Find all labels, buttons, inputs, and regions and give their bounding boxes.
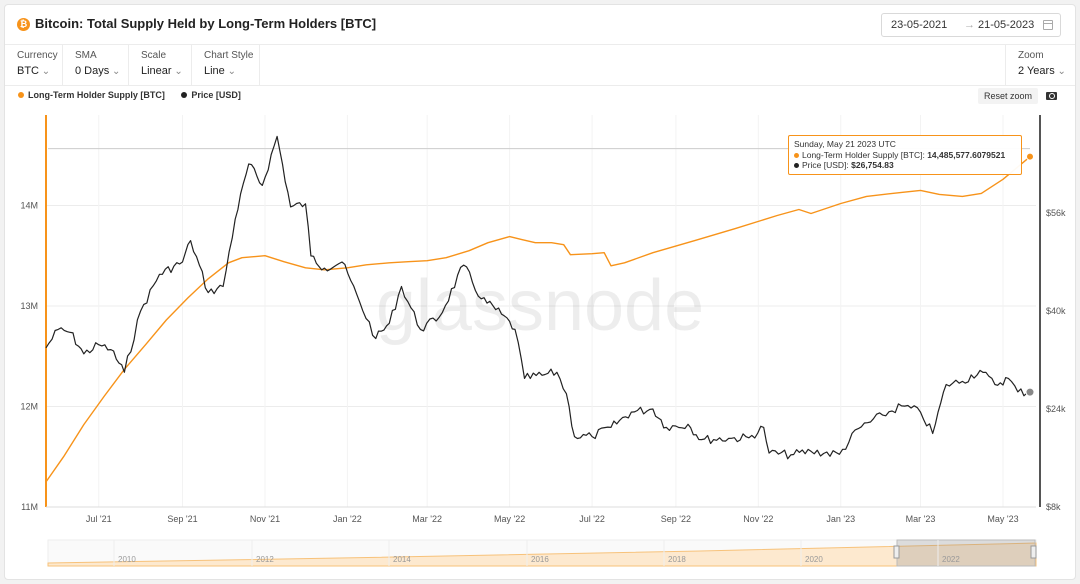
marker-price	[1025, 387, 1035, 397]
legend-dot-lth	[18, 92, 24, 98]
date-start[interactable]: 23-05-2021	[891, 19, 948, 31]
tooltip-lth-value: 14,485,577.6079521	[927, 149, 1006, 160]
x-axis-tick: Sep '21	[167, 514, 197, 524]
x-axis-tick: Nov '21	[250, 514, 280, 524]
series-group	[45, 135, 1035, 483]
tooltip-date: Sunday, May 21 2023 UTC	[794, 139, 896, 149]
x-axis-tick: Jul '21	[86, 514, 112, 524]
date-end[interactable]: 21-05-2023	[978, 19, 1035, 31]
x-axis-tick: Nov '22	[743, 514, 773, 524]
zoom-value[interactable]: 2 Years	[1018, 65, 1075, 77]
navigator-tick: 2012	[256, 555, 274, 564]
sma-label: SMA	[75, 50, 97, 61]
tooltip-dot-lth	[794, 152, 799, 158]
right-axis-tick: $24k	[1046, 404, 1066, 414]
legend-label-price: Price [USD]	[191, 90, 241, 100]
sma-value[interactable]: 0 Days	[75, 65, 128, 77]
grid-lines	[46, 115, 1036, 508]
bitcoin-icon: ₿	[17, 18, 30, 31]
navigator[interactable]: 2010 2012 2014 2016 2018 2020 2022	[47, 539, 1037, 567]
scale-select[interactable]: Scale Linear	[129, 45, 192, 85]
calendar-icon[interactable]	[1043, 20, 1053, 30]
legend-item-lth[interactable]: Long-Term Holder Supply [BTC]	[18, 90, 165, 100]
chart-title: Bitcoin: Total Supply Held by Long-Term …	[35, 16, 377, 31]
watermark-text: glassnode	[376, 266, 704, 346]
tooltip-lth-label: Long-Term Holder Supply [BTC]:	[802, 149, 925, 160]
chart-header: ₿ Bitcoin: Total Supply Held by Long-Ter…	[5, 5, 1075, 45]
x-axis-tick: Mar '23	[906, 514, 936, 524]
navigator-handle-left	[893, 545, 900, 559]
x-axis-tick: Jan '23	[826, 514, 855, 524]
zoom-select[interactable]: Zoom 2 Years	[1005, 45, 1075, 85]
right-axis-tick: $8k	[1046, 502, 1061, 512]
x-axis-tick: May '23	[987, 514, 1018, 524]
chart-style-value[interactable]: Line	[204, 65, 259, 77]
scale-value[interactable]: Linear	[141, 65, 191, 77]
navigator-window	[896, 539, 1036, 567]
currency-label: Currency	[17, 50, 58, 61]
tooltip-dot-price	[794, 163, 799, 168]
zoom-label: Zoom	[1018, 50, 1044, 61]
series-line-price	[45, 135, 1031, 460]
right-axis-tick: $56k	[1046, 208, 1066, 218]
tooltip-row-lth: Long-Term Holder Supply [BTC]: 14,485,57…	[794, 150, 1016, 161]
chart-style-select[interactable]: Chart Style Line	[192, 45, 260, 85]
left-axis-tick: 12M	[20, 401, 38, 411]
currency-value[interactable]: BTC	[17, 65, 62, 77]
tooltip-row-price: Price [USD]: $26,754.83	[794, 160, 1016, 171]
x-axis-tick: Mar '22	[412, 514, 442, 524]
legend-dot-price	[181, 92, 188, 98]
date-arrow-icon: →	[964, 19, 975, 31]
camera-icon[interactable]	[1046, 92, 1057, 100]
navigator-tick: 2014	[393, 555, 411, 564]
navigator-tick: 2020	[805, 555, 823, 564]
currency-select[interactable]: Currency BTC	[5, 45, 63, 85]
marker-lth	[1026, 152, 1034, 161]
left-axis-tick: 13M	[20, 301, 38, 311]
navigator-tick: 2010	[118, 555, 136, 564]
navigator-tick: 2022	[942, 555, 960, 564]
navigator-handle-right	[1030, 545, 1037, 559]
navigator-area	[47, 542, 1037, 567]
tooltip: Sunday, May 21 2023 UTC Long-Term Holder…	[788, 135, 1022, 175]
reset-zoom-button[interactable]: Reset zoom	[978, 88, 1039, 104]
x-axis-tick: May '22	[494, 514, 525, 524]
scale-label: Scale	[141, 50, 167, 61]
tooltip-price-value: $26,754.83	[851, 160, 894, 170]
x-axis-tick: Sep '22	[661, 514, 691, 524]
left-axis-tick: 11M	[21, 502, 38, 512]
left-axis-tick: 14M	[20, 200, 38, 210]
right-axis-tick: $40k	[1046, 306, 1066, 316]
x-axis-tick: Jan '22	[333, 514, 362, 524]
navigator-tick: 2018	[668, 555, 686, 564]
navigator-tick: 2016	[531, 555, 549, 564]
x-axis-tick: Jul '22	[579, 514, 605, 524]
chart-style-label: Chart Style	[204, 50, 254, 61]
sma-select[interactable]: SMA 0 Days	[63, 45, 129, 85]
legend: Long-Term Holder Supply [BTC] Price [USD…	[18, 90, 255, 100]
tooltip-price-label: Price [USD]:	[802, 160, 849, 170]
legend-label-lth: Long-Term Holder Supply [BTC]	[28, 90, 165, 100]
legend-item-price[interactable]: Price [USD]	[181, 90, 241, 100]
chart-controls: Currency BTC SMA 0 Days Scale Linear Cha…	[5, 45, 1075, 86]
date-range-picker[interactable]: 23-05-2021 → 21-05-2023	[881, 13, 1061, 37]
